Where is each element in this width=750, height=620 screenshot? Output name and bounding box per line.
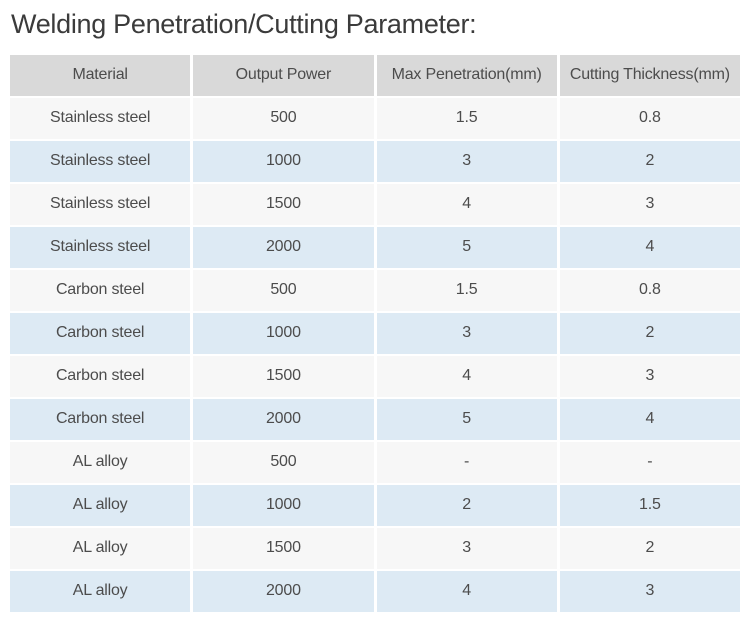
table-cell: 4 (376, 355, 557, 397)
table-cell: Stainless steel (10, 140, 191, 182)
table-row: AL alloy 1000 2 1.5 (10, 484, 740, 526)
table-cell: Stainless steel (10, 183, 191, 225)
table-cell: 2 (376, 484, 557, 526)
column-header-max-penetration: Max Penetration(mm) (376, 54, 557, 96)
table-cell: AL alloy (10, 527, 191, 569)
table-row: Carbon steel 1500 4 3 (10, 355, 740, 397)
table-cell: 500 (193, 97, 374, 139)
table-cell: 5 (376, 226, 557, 268)
table-row: AL alloy 1500 3 2 (10, 527, 740, 569)
table-cell: 4 (559, 398, 740, 440)
table-row: Stainless steel 500 1.5 0.8 (10, 97, 740, 139)
table-cell: Stainless steel (10, 97, 191, 139)
table-cell: 4 (376, 183, 557, 225)
table-cell: 4 (376, 570, 557, 612)
table-cell: 1.5 (559, 484, 740, 526)
table-cell: Carbon steel (10, 269, 191, 311)
table-cell: 2 (559, 527, 740, 569)
table-cell: Carbon steel (10, 398, 191, 440)
page-title: Welding Penetration/Cutting Parameter: (11, 9, 477, 39)
table-wrapper: Material Output Power Max Penetration(mm… (7, 53, 743, 614)
table-cell: 3 (376, 140, 557, 182)
table-cell: 4 (559, 226, 740, 268)
table-cell: 1000 (193, 484, 374, 526)
table-cell: 2 (559, 312, 740, 354)
table-row: Stainless steel 1000 3 2 (10, 140, 740, 182)
table-cell: 500 (193, 441, 374, 483)
table-cell: 3 (559, 570, 740, 612)
table-cell: 3 (559, 355, 740, 397)
table-row: Carbon steel 2000 5 4 (10, 398, 740, 440)
table-cell: 1.5 (376, 269, 557, 311)
column-header-material: Material (10, 54, 191, 96)
table-cell: 3 (376, 312, 557, 354)
table-row: AL alloy 2000 4 3 (10, 570, 740, 612)
table-cell: 1500 (193, 355, 374, 397)
table-cell: 3 (559, 183, 740, 225)
table-cell: 2 (559, 140, 740, 182)
table-cell: 2000 (193, 226, 374, 268)
column-header-cutting-thickness: Cutting Thickness(mm) (559, 54, 740, 96)
table-row: AL alloy 500- - (10, 441, 740, 483)
table-cell: 3 (376, 527, 557, 569)
table-cell: 1500 (193, 527, 374, 569)
table-cell: 1000 (193, 140, 374, 182)
table-cell: 1.5 (376, 97, 557, 139)
table-row: Stainless steel 1500 4 3 (10, 183, 740, 225)
table-cell: Stainless steel (10, 226, 191, 268)
table-cell: 2000 (193, 570, 374, 612)
table-cell: Carbon steel (10, 312, 191, 354)
table-row: Carbon steel 500 1.5 0.8 (10, 269, 740, 311)
column-header-output-power: Output Power (193, 54, 374, 96)
table-row: Carbon steel 1000 3 2 (10, 312, 740, 354)
table-cell: 0.8 (559, 97, 740, 139)
table-cell: 5 (376, 398, 557, 440)
table-cell: AL alloy (10, 484, 191, 526)
table-cell: 0.8 (559, 269, 740, 311)
table-cell: 1500 (193, 183, 374, 225)
table-cell: 1000 (193, 312, 374, 354)
table-cell: - (376, 441, 557, 483)
table-cell: Carbon steel (10, 355, 191, 397)
table-cell: AL alloy (10, 441, 191, 483)
parameters-table: Material Output Power Max Penetration(mm… (7, 53, 743, 614)
table-cell: 500 (193, 269, 374, 311)
table-cell: AL alloy (10, 570, 191, 612)
table-cell: - (559, 441, 740, 483)
header-row: Material Output Power Max Penetration(mm… (10, 54, 740, 96)
table-body: Stainless steel 500 1.5 0.8 Stainless steel 1… (10, 97, 740, 612)
table-cell: 2000 (193, 398, 374, 440)
table-row: Stainless steel 2000 5 4 (10, 226, 740, 268)
